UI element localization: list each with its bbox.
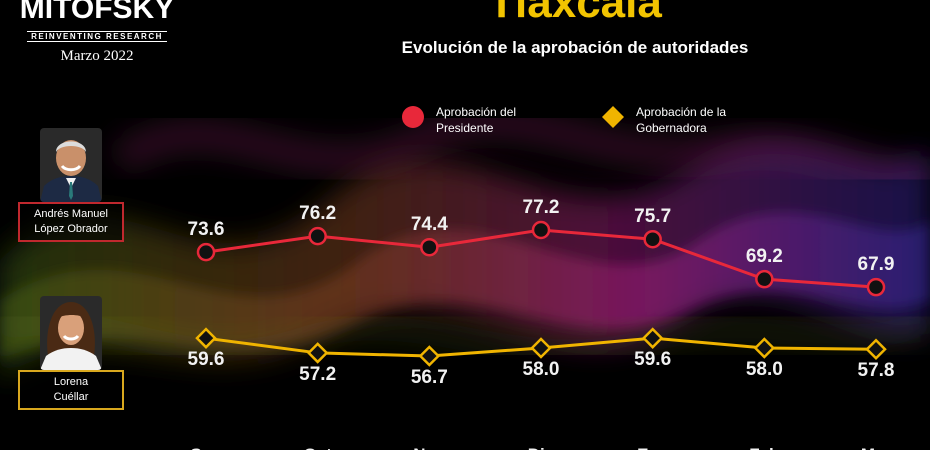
- data-label: 57.8: [858, 360, 895, 381]
- brand-block: MITOFSKY REINVENTING RESEARCH Marzo 2022: [12, 0, 182, 65]
- survey-date: Marzo 2022: [60, 48, 134, 64]
- data-label: 57.2: [299, 364, 336, 385]
- legend-label-line: Gobernadora: [636, 121, 707, 135]
- person-card-presidente: Andrés Manuel López Obrador: [18, 128, 124, 242]
- x-tick-label: Ene: [637, 445, 668, 450]
- legend-item-presidente: Aprobación del Presidente: [400, 104, 516, 136]
- person-name-line: Cuéllar: [53, 391, 89, 403]
- data-point: [418, 345, 441, 367]
- data-point: [196, 242, 216, 262]
- data-point: [195, 327, 217, 349]
- data-point: [531, 220, 551, 240]
- x-tick-label: Feb: [749, 445, 779, 450]
- data-label: 76.2: [299, 203, 336, 224]
- person-name-line: Andrés Manuel: [34, 208, 108, 220]
- data-label: 56.7: [411, 367, 448, 388]
- legend-label-line: Aprobación del: [436, 105, 517, 119]
- chart-subtitle: Evolución de la aprobación de autoridade…: [401, 38, 749, 57]
- data-label: 77.2: [523, 197, 560, 218]
- data-label: 59.6: [634, 349, 671, 370]
- legend-label: Aprobación de la Gobernadora: [636, 104, 726, 136]
- data-label: 74.4: [411, 214, 448, 235]
- legend-label-line: Presidente: [436, 121, 494, 135]
- x-tick-label: Sep: [190, 445, 221, 450]
- legend-label: Aprobación del Presidente: [436, 104, 516, 136]
- data-label: 69.2: [746, 246, 783, 267]
- data-point: [753, 337, 776, 359]
- data-point: [755, 269, 774, 289]
- data-label: 73.6: [188, 219, 225, 240]
- data-point: [866, 277, 886, 297]
- data-point: [530, 337, 552, 359]
- data-label: 67.9: [858, 254, 895, 275]
- legend-diamond-icon: [602, 106, 624, 128]
- data-point: [306, 342, 329, 364]
- person-name-gobernadora: Lorena Cuéllar: [18, 370, 124, 410]
- data-label: 58.0: [746, 359, 783, 380]
- data-point: [865, 338, 887, 361]
- x-tick-label: Dic: [528, 445, 554, 450]
- person-card-gobernadora: Lorena Cuéllar: [18, 296, 124, 410]
- gobernadora-photo: [40, 296, 102, 370]
- legend-label-line: Aprobación de la: [636, 105, 727, 119]
- data-label: 59.6: [188, 349, 225, 370]
- x-tick-label: Nov: [413, 445, 446, 450]
- x-tick-label: Mar: [861, 445, 892, 450]
- brand-tagline: REINVENTING RESEARCH: [27, 31, 167, 42]
- person-name-line: López Obrador: [34, 223, 108, 235]
- legend-circle-icon: [402, 106, 424, 128]
- data-point: [420, 237, 439, 257]
- data-point: [643, 229, 662, 249]
- page-title: Tlaxcala: [488, 0, 662, 27]
- brand-logo: MITOFSKY: [19, 0, 175, 25]
- data-point: [641, 327, 664, 349]
- portrait-woman-icon: [40, 296, 102, 370]
- legend-item-gobernadora: Aprobación de la Gobernadora: [600, 104, 726, 136]
- portrait-man-icon: [40, 128, 102, 202]
- data-label: 75.7: [634, 206, 671, 227]
- person-name-line: Lorena: [53, 376, 89, 388]
- data-label: 58.0: [523, 359, 560, 380]
- presidente-photo: [40, 128, 102, 202]
- person-name-presidente: Andrés Manuel López Obrador: [18, 202, 124, 242]
- x-tick-label: Oct: [303, 445, 332, 450]
- data-point: [308, 226, 327, 246]
